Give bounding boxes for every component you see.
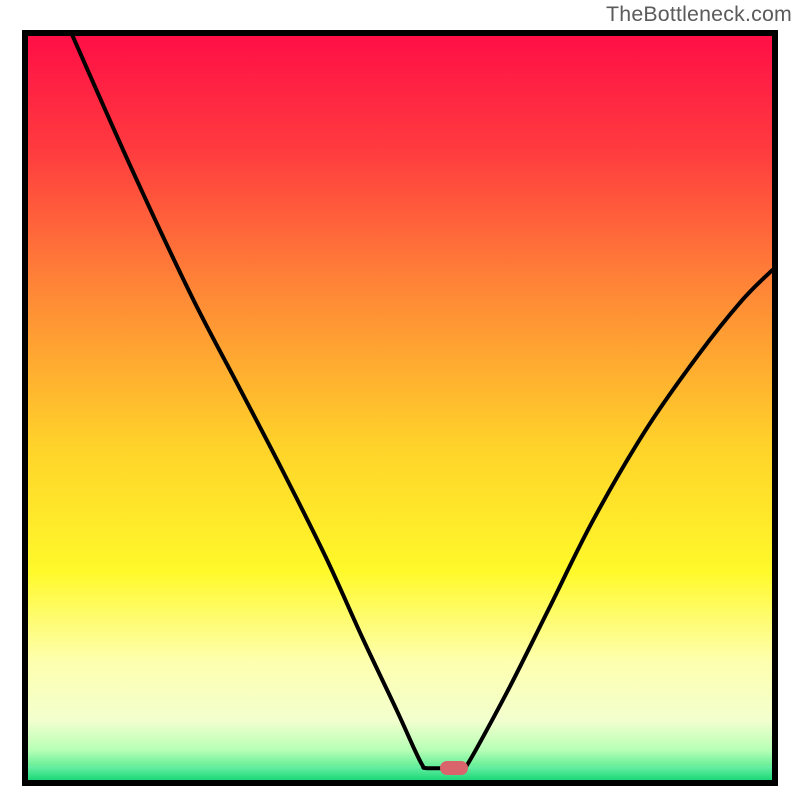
watermark-text: TheBottleneck.com	[606, 2, 792, 27]
bottleneck-curve	[28, 36, 772, 780]
optimum-marker	[440, 761, 468, 775]
chart-container: TheBottleneck.com	[0, 0, 800, 800]
curve-path	[73, 36, 772, 768]
plot-frame	[22, 30, 778, 786]
